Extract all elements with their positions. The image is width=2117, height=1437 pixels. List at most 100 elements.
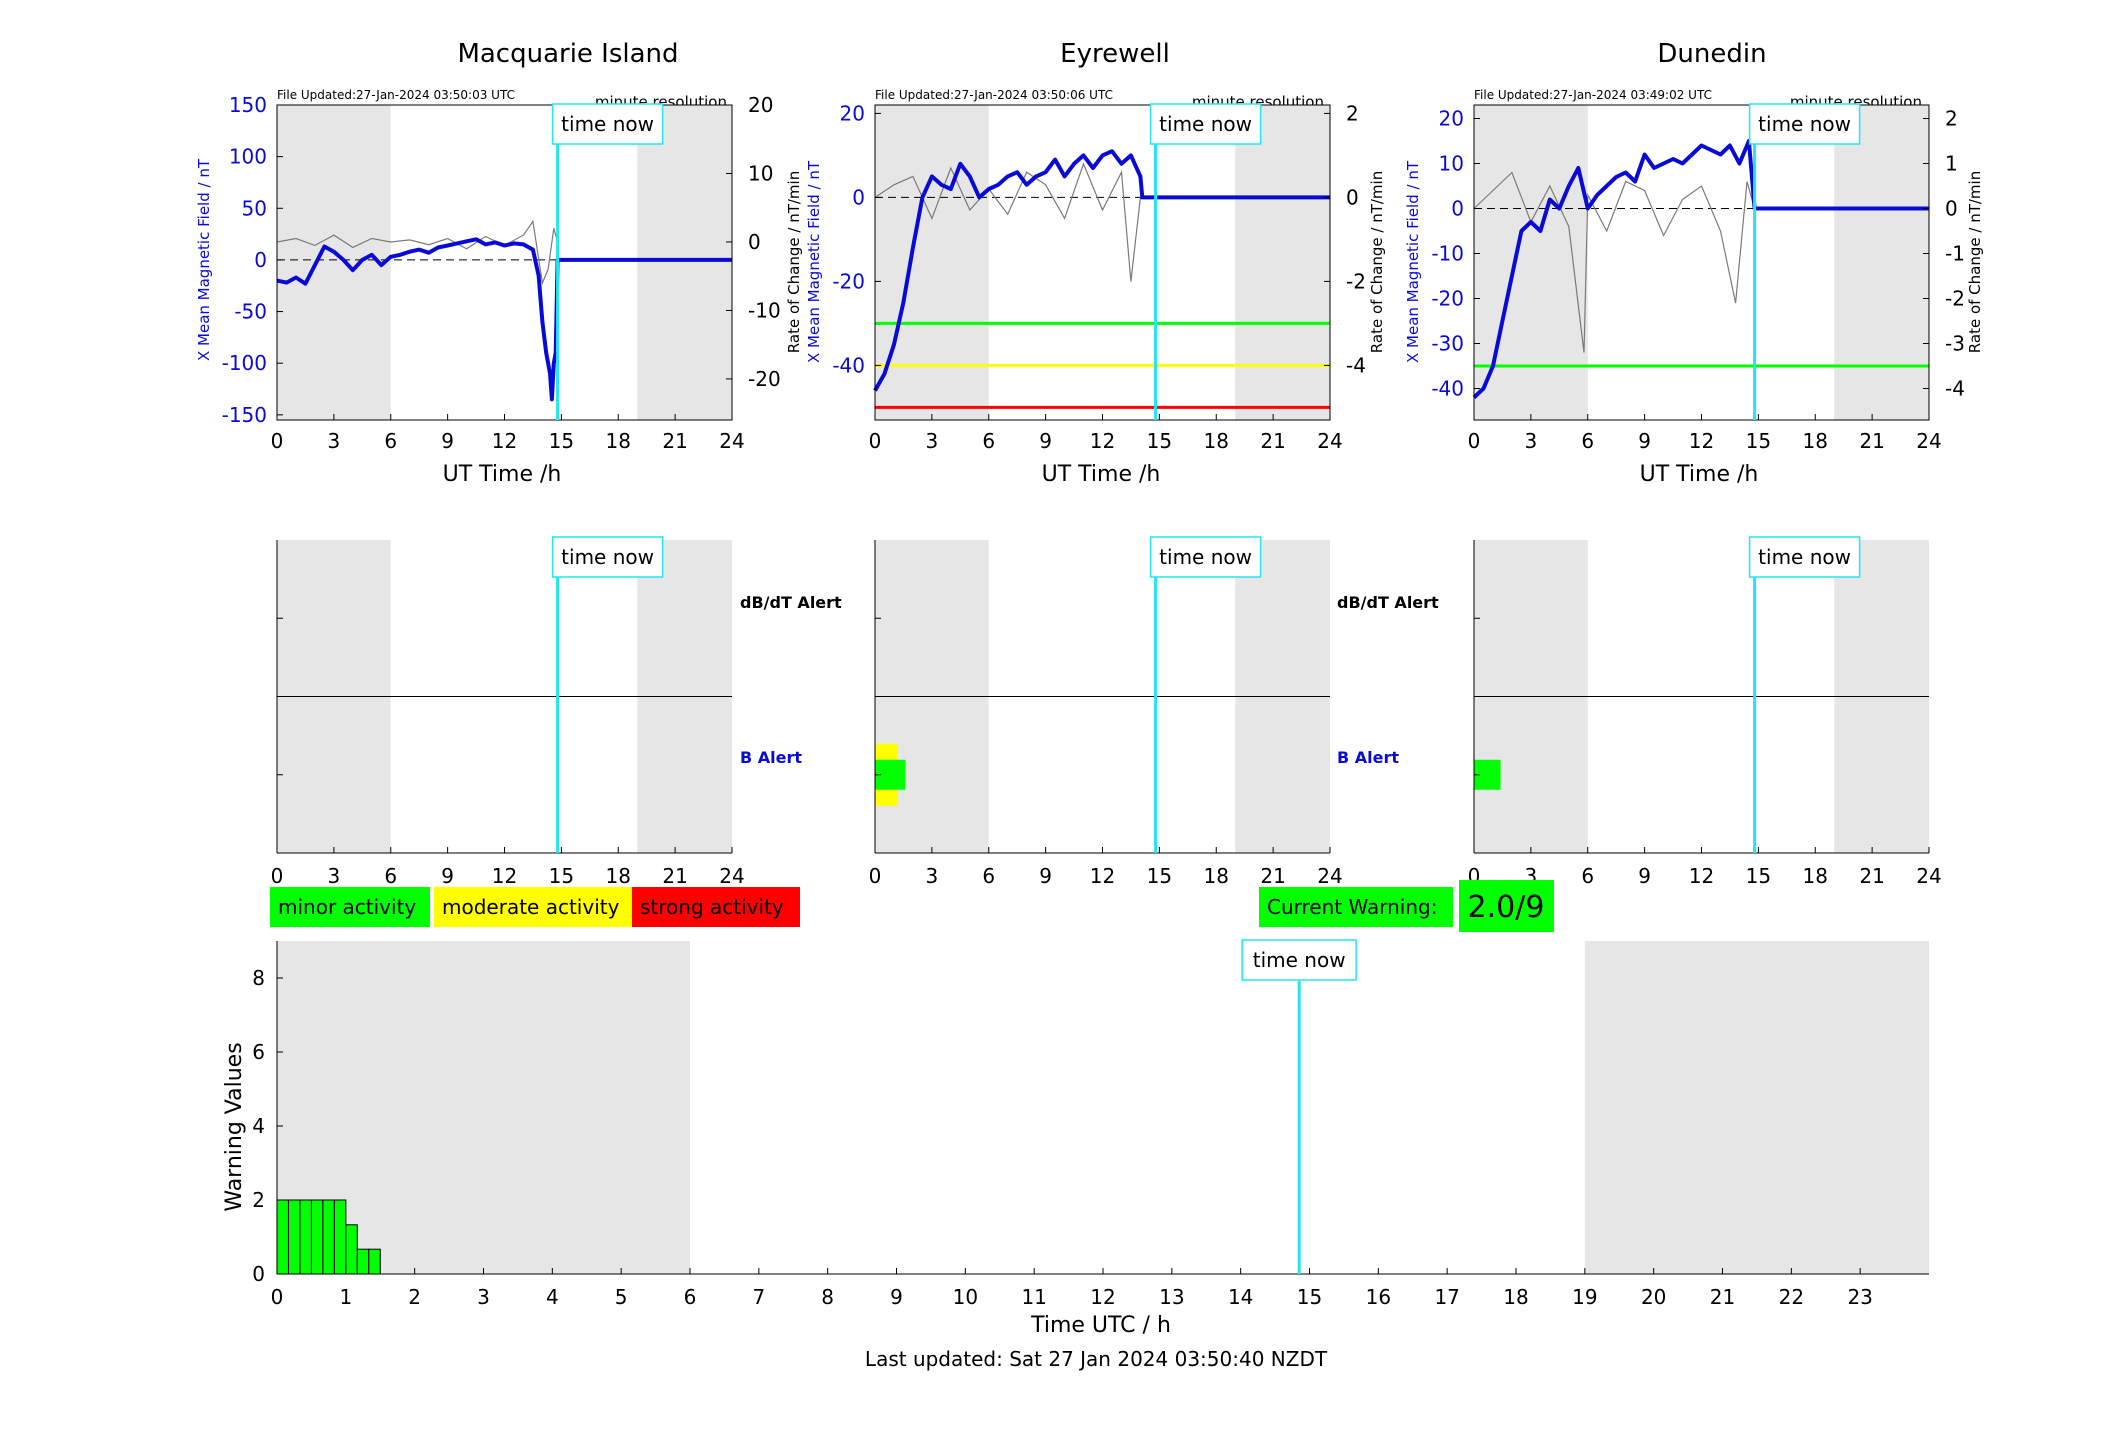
y2-tick-label: 0: [1346, 185, 1359, 209]
y-tick-label: 0: [254, 248, 267, 272]
x-tick-label: 0: [271, 1285, 284, 1309]
x-tick-label: 12: [492, 864, 517, 888]
y2-tick-label: 0: [748, 230, 761, 254]
x-tick-label: 6: [384, 429, 397, 453]
x-tick-label: 12: [1689, 429, 1714, 453]
y2-tick-label: 20: [748, 93, 773, 117]
x-tick-label: 10: [953, 1285, 978, 1309]
legend-minor-swatch: [270, 887, 430, 927]
y2-tick-label: -2: [1945, 287, 1965, 311]
time-now-label: time now: [1758, 112, 1851, 136]
x-tick-label: 12: [1090, 864, 1115, 888]
y-tick-label: 20: [840, 101, 865, 125]
current-warning-value-box: [1459, 880, 1554, 932]
b-alert-label-2: B Alert: [1337, 748, 1399, 767]
x-tick-label: 12: [1090, 429, 1115, 453]
night-band: [875, 105, 989, 420]
y-tick-label: 8: [252, 966, 265, 990]
y2-tick-label: 2: [1945, 107, 1958, 131]
night-band: [277, 105, 391, 420]
x-tick-label: 6: [384, 864, 397, 888]
rate-of-change-trace: [1473, 171, 1756, 353]
time-now-label: time now: [561, 545, 654, 569]
warning-bar: [356, 1248, 370, 1275]
warning-bar: [322, 1199, 335, 1275]
x-tick-label: 24: [1317, 429, 1342, 453]
x-tick-label: 21: [1260, 864, 1285, 888]
xlabel-eyrewell: UT Time /h: [1042, 462, 1161, 487]
panel-title-dunedin: Dunedin: [1657, 39, 1766, 69]
time-now-label: time now: [1159, 112, 1252, 136]
x-tick-label: 23: [1847, 1285, 1872, 1309]
warning-bar: [287, 1199, 301, 1275]
b-alert-label-1: B Alert: [740, 748, 802, 767]
x-tick-label: 9: [441, 429, 454, 453]
x-tick-label: 9: [890, 1285, 903, 1309]
x-tick-label: 18: [1503, 1285, 1528, 1309]
last-updated: Last updated: Sat 27 Jan 2024 03:50:40 N…: [865, 1347, 1328, 1371]
x-tick-label: 15: [1746, 864, 1771, 888]
magnetometer-panel-2: 0 3 6 9 12 15 18 21 24-40-30-20-1001020-4-3-2-10…: [1431, 103, 1965, 453]
x-tick-label: 12: [1090, 1285, 1115, 1309]
xlabel-macquarie: UT Time /h: [443, 462, 562, 487]
y-tick-label: 0: [252, 1262, 265, 1286]
x-tick-label: 21: [662, 429, 687, 453]
time-now-box: [1149, 536, 1262, 578]
legend-moderate-swatch: [434, 887, 632, 927]
x-tick-label: 18: [1803, 429, 1828, 453]
ylabel-right-macquarie: Rate of Change / nT/min: [785, 171, 803, 353]
night-band: [1584, 941, 1929, 1274]
time-now-box: [1149, 103, 1262, 145]
x-tick-label: 12: [1689, 864, 1714, 888]
y-tick-label: 20: [1439, 107, 1464, 131]
alert-panels: 0 3 6 9 12 15 18 21 24 time now 0 3 6 9 12 15 18 21 24 time…: [271, 536, 1942, 888]
x-tick-label: 15: [549, 429, 574, 453]
activity-legend: minor activity moderate activity strong …: [270, 887, 800, 927]
x-tick-label: 15: [549, 864, 574, 888]
time-now-box: [551, 536, 664, 578]
y2-tick-label: -10: [748, 298, 781, 322]
panel-title-eyrewell: Eyrewell: [1060, 39, 1170, 69]
y-tick-label: 6: [252, 1040, 265, 1064]
ylabel-left-macquarie: X Mean Magnetic Field / nT: [195, 158, 213, 361]
legend-strong-swatch: [632, 887, 800, 927]
warning-bar: [368, 1248, 381, 1275]
xlabel-dunedin: UT Time /h: [1640, 462, 1759, 487]
current-warning-value: 2.0/9: [1468, 890, 1545, 925]
x-tick-label: 18: [606, 429, 631, 453]
y-tick-label: 150: [229, 93, 267, 117]
y2-tick-label: -2: [1346, 269, 1366, 293]
warning-bar: [299, 1199, 312, 1275]
x-tick-label: 24: [1916, 429, 1941, 453]
field-trace: [873, 149, 1330, 392]
x-tick-label: 3: [926, 864, 939, 888]
field-trace: [276, 237, 732, 402]
ylabel-left-dunedin: X Mean Magnetic Field / nT: [1404, 160, 1422, 363]
x-tick-label: 5: [615, 1285, 628, 1309]
warning-values-chart: 0 1 2 3 4 5 6 7 8 9 10 11 12 13 14 15 16 17 18 19 20 21 22 2302…: [252, 939, 1929, 1309]
x-tick-label: 21: [1710, 1285, 1735, 1309]
x-tick-label: 14: [1228, 1285, 1253, 1309]
y2-tick-label: 2: [1346, 101, 1359, 125]
x-tick-label: 0: [271, 864, 284, 888]
y-tick-label: -40: [1431, 377, 1464, 401]
x-tick-label: 15: [1147, 864, 1172, 888]
rate-of-change-trace: [276, 219, 559, 286]
x-tick-label: 2: [408, 1285, 421, 1309]
y-tick-label: 100: [229, 145, 267, 169]
x-tick-label: 1: [339, 1285, 352, 1309]
y2-tick-label: -4: [1945, 377, 1965, 401]
x-tick-label: 21: [662, 864, 687, 888]
y-tick-label: 4: [252, 1114, 265, 1138]
x-tick-label: 9: [441, 864, 454, 888]
magnetometer-panels: 0 3 6 9 12 15 18 21 24-150-100-50050100150-20-10…: [222, 93, 1965, 453]
ylabel-right-eyrewell: Rate of Change / nT/min: [1368, 171, 1386, 353]
x-tick-label: 18: [1204, 864, 1229, 888]
y-tick-label: -20: [1431, 287, 1464, 311]
time-now-label: time now: [1758, 545, 1851, 569]
x-tick-label: 21: [1859, 864, 1884, 888]
legend-minor-label: minor activity: [278, 895, 416, 919]
